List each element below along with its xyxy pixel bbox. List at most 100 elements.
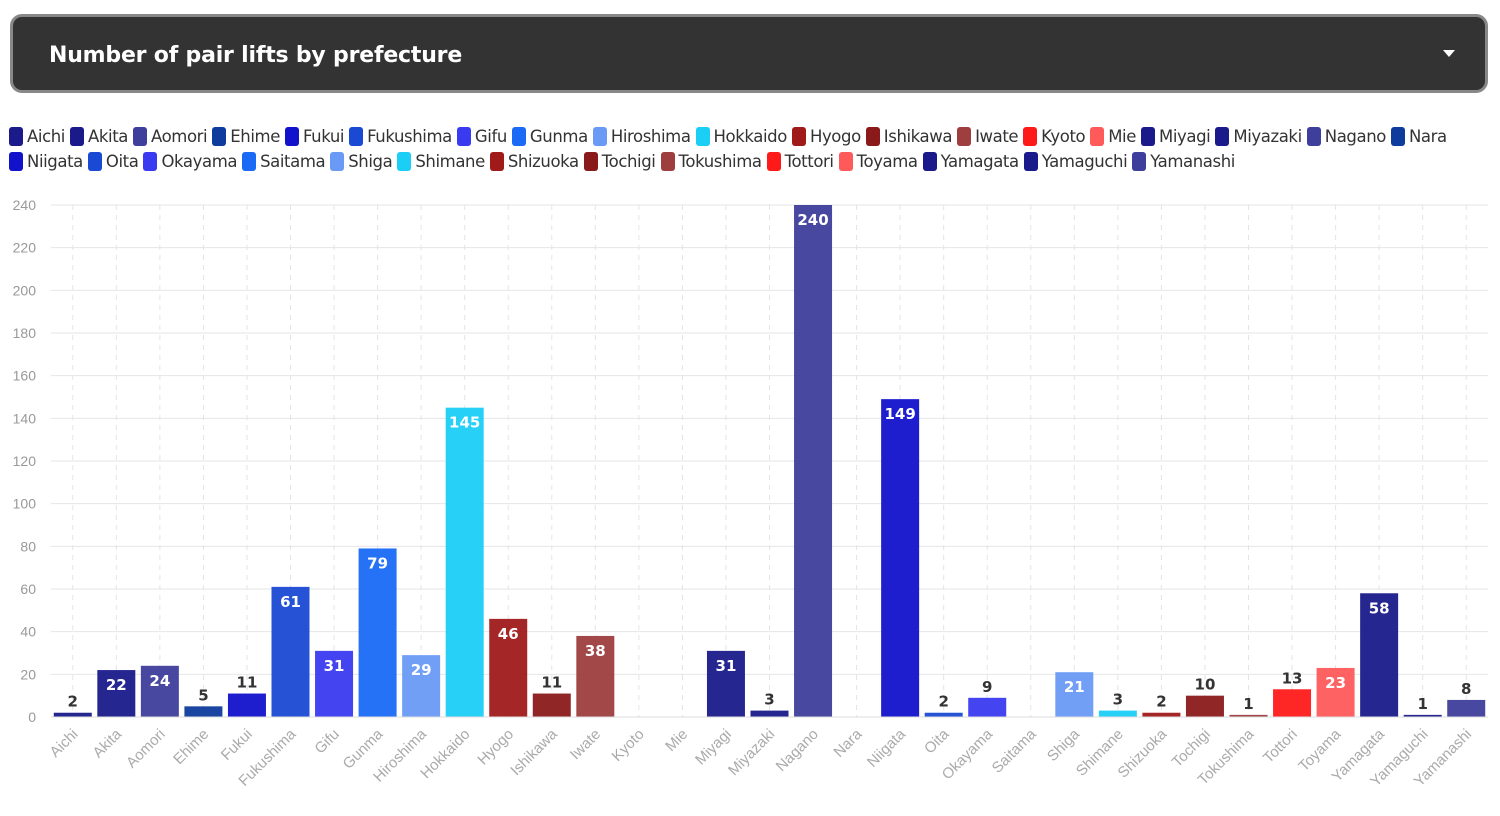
legend-item[interactable]: Iwate bbox=[957, 126, 1019, 146]
legend-item[interactable]: Mie bbox=[1090, 126, 1136, 146]
legend-item[interactable]: Niigata bbox=[9, 151, 83, 171]
legend-item[interactable]: Hyogo bbox=[791, 126, 861, 146]
legend-item[interactable]: Yamagata bbox=[922, 151, 1019, 171]
bar[interactable] bbox=[140, 665, 179, 717]
legend-label: Kyoto bbox=[1041, 126, 1086, 146]
legend-item[interactable]: Akita bbox=[70, 126, 128, 146]
legend-item[interactable]: Fukushima bbox=[349, 126, 452, 146]
legend-item[interactable]: Miyazaki bbox=[1215, 126, 1302, 146]
legend-item[interactable]: Shiga bbox=[330, 151, 393, 171]
x-tick-label: Nara bbox=[830, 725, 865, 760]
legend-label: Nagano bbox=[1324, 126, 1387, 146]
bar[interactable] bbox=[97, 670, 136, 717]
x-tick-label: Shizuoka bbox=[1115, 725, 1171, 781]
legend-item[interactable]: Hokkaido bbox=[695, 126, 787, 146]
legend-item[interactable]: Nara bbox=[1390, 126, 1447, 146]
bar[interactable] bbox=[1316, 667, 1355, 717]
legend-item[interactable]: Okayama bbox=[143, 151, 237, 171]
legend-item[interactable]: Tochigi bbox=[583, 151, 656, 171]
chart-title-bar[interactable]: Number of pair lifts by prefecture bbox=[10, 14, 1488, 93]
bar[interactable] bbox=[924, 712, 963, 717]
chevron-down-icon[interactable] bbox=[1443, 50, 1455, 57]
data-label: 31 bbox=[324, 657, 345, 675]
legend-label: Akita bbox=[88, 126, 129, 146]
legend-swatch bbox=[9, 126, 23, 146]
y-tick-label: 60 bbox=[20, 581, 36, 597]
bar[interactable] bbox=[532, 693, 571, 717]
bar[interactable] bbox=[706, 650, 745, 717]
bar[interactable] bbox=[1055, 672, 1094, 717]
bar[interactable] bbox=[402, 655, 441, 717]
y-tick-label: 40 bbox=[20, 624, 36, 640]
legend-item[interactable]: Ishikawa bbox=[865, 126, 952, 146]
bar[interactable] bbox=[750, 710, 789, 717]
legend-item[interactable]: Hiroshima bbox=[592, 126, 691, 146]
legend-swatch bbox=[87, 151, 102, 171]
bar[interactable] bbox=[315, 650, 354, 717]
legend-label: Fukushima bbox=[367, 126, 452, 146]
data-label: 11 bbox=[541, 674, 562, 692]
bar[interactable] bbox=[1273, 689, 1312, 717]
bar[interactable] bbox=[1142, 712, 1181, 717]
bar[interactable] bbox=[489, 618, 528, 717]
data-label: 9 bbox=[982, 678, 992, 696]
legend-item[interactable]: Gifu bbox=[456, 126, 507, 146]
legend-item[interactable]: Nagano bbox=[1306, 126, 1387, 146]
legend-label: Fukui bbox=[302, 126, 345, 146]
bar[interactable] bbox=[576, 635, 615, 717]
bar[interactable] bbox=[1185, 695, 1224, 717]
legend-item[interactable]: Gunma bbox=[511, 126, 588, 146]
legend-item[interactable]: Toyama bbox=[838, 151, 918, 171]
bar[interactable] bbox=[358, 548, 397, 717]
legend-swatch bbox=[1306, 126, 1321, 146]
legend-swatch bbox=[1141, 126, 1155, 146]
legend-item[interactable]: Saitama bbox=[242, 151, 326, 171]
legend-swatch bbox=[511, 126, 526, 146]
data-label: 8 bbox=[1461, 680, 1471, 698]
bar[interactable] bbox=[1403, 714, 1442, 717]
legend-swatch bbox=[397, 151, 412, 171]
y-tick-label: 160 bbox=[13, 368, 37, 384]
bar[interactable] bbox=[445, 407, 484, 717]
legend-swatch bbox=[1023, 126, 1038, 146]
legend-item[interactable]: Shimane bbox=[397, 151, 485, 171]
y-tick-label: 220 bbox=[13, 240, 37, 256]
legend-item[interactable]: Miyagi bbox=[1141, 126, 1211, 146]
legend-item[interactable]: Yamanashi bbox=[1132, 151, 1235, 171]
legend-label: Yamaguchi bbox=[1041, 151, 1128, 171]
legend-item[interactable]: Oita bbox=[87, 151, 139, 171]
bar[interactable] bbox=[968, 697, 1007, 717]
x-tick-label: Niigata bbox=[864, 725, 910, 771]
data-label: 79 bbox=[367, 554, 388, 572]
data-label: 61 bbox=[280, 593, 301, 611]
legend-item[interactable]: Shizuoka bbox=[489, 151, 579, 171]
bar[interactable] bbox=[881, 399, 920, 717]
bar[interactable] bbox=[271, 586, 310, 717]
legend-swatch bbox=[766, 151, 781, 171]
legend-item[interactable]: Aomori bbox=[133, 126, 208, 146]
bar[interactable] bbox=[53, 712, 92, 717]
bar[interactable] bbox=[1360, 593, 1399, 717]
y-tick-label: 80 bbox=[20, 538, 36, 554]
legend-swatch bbox=[330, 151, 345, 171]
legend-item[interactable]: Aichi bbox=[9, 126, 65, 146]
legend-label: Miyagi bbox=[1159, 126, 1211, 146]
legend-item[interactable]: Ehime bbox=[212, 126, 280, 146]
bar-chart: 0 20 40 60 80 100 120 140 160 180 200 220 240 2 Aichi 2… bbox=[13, 197, 1488, 790]
legend-item[interactable]: Yamaguchi bbox=[1023, 151, 1128, 171]
legend-label: Miyazaki bbox=[1233, 126, 1302, 146]
legend-item[interactable]: Fukui bbox=[284, 126, 345, 146]
data-label: 23 bbox=[1325, 674, 1346, 692]
legend-item[interactable]: Tottori bbox=[766, 151, 834, 171]
data-label: 3 bbox=[1113, 691, 1123, 709]
bar[interactable] bbox=[1098, 710, 1137, 717]
bar[interactable] bbox=[1229, 714, 1268, 717]
legend-item[interactable]: Tokushima bbox=[660, 151, 762, 171]
bar[interactable] bbox=[794, 205, 833, 717]
legend-label: Okayama bbox=[161, 151, 238, 171]
bar[interactable] bbox=[227, 693, 266, 717]
bar[interactable] bbox=[1447, 699, 1486, 717]
legend-item[interactable]: Kyoto bbox=[1023, 126, 1086, 146]
bar[interactable] bbox=[184, 706, 223, 717]
legend-label: Tottori bbox=[784, 151, 834, 171]
